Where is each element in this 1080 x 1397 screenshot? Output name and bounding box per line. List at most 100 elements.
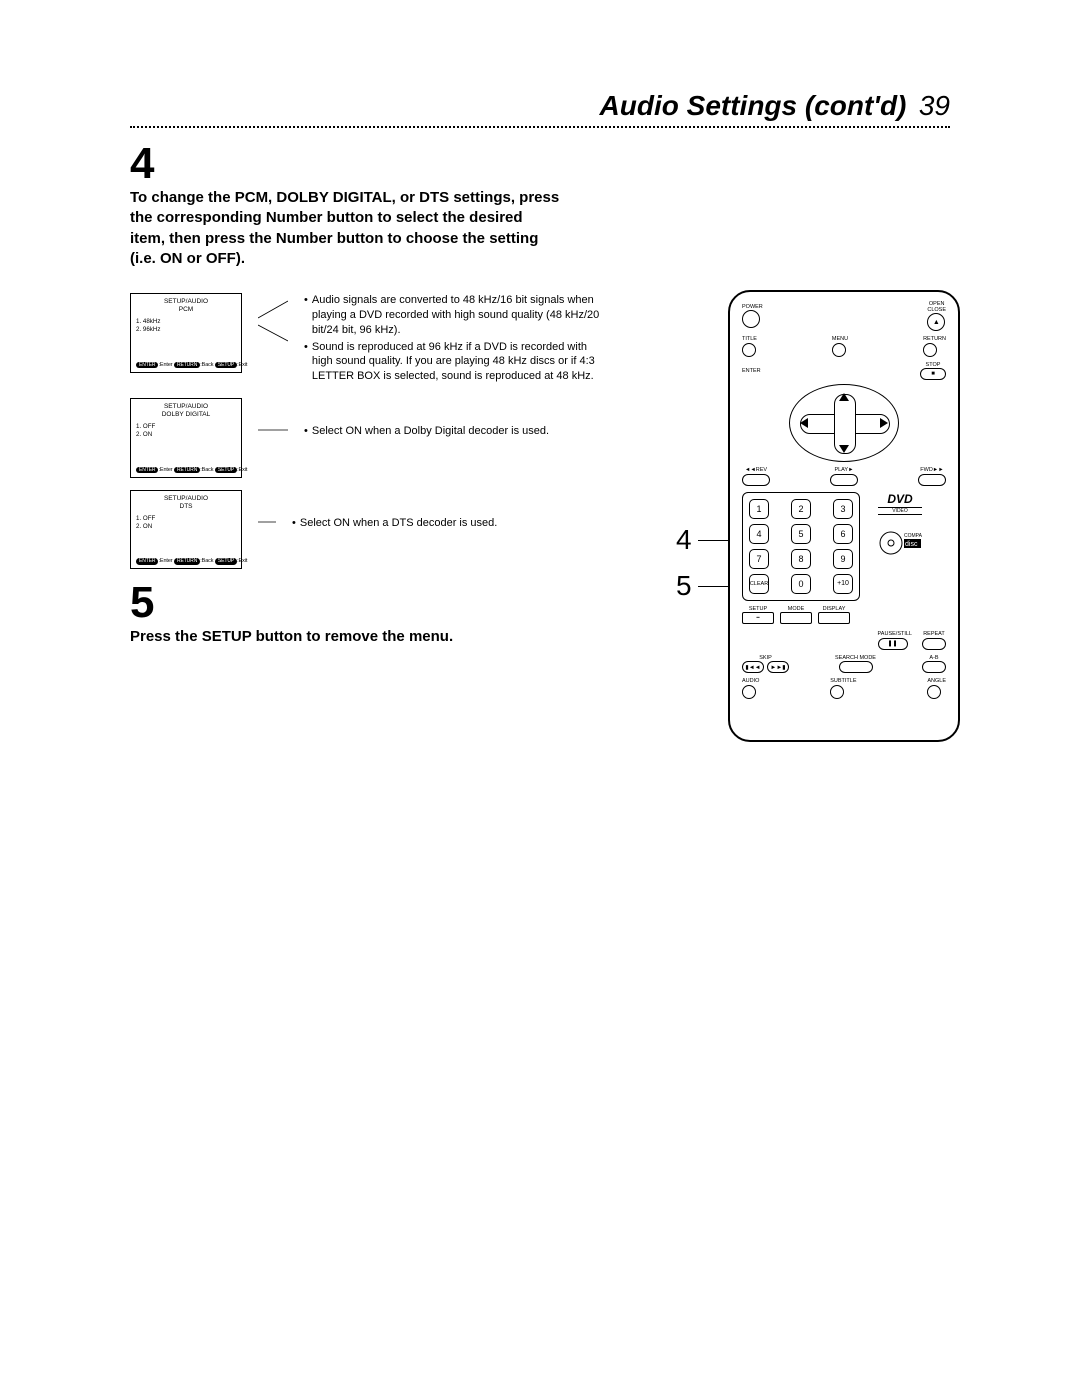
setup-button[interactable]: ━ bbox=[742, 612, 774, 624]
dts-menu-footer: ENTER:Enter RETURN:Back SETUP:Exit bbox=[136, 558, 236, 565]
skip-fwd-button[interactable]: ►►▮ bbox=[767, 661, 789, 673]
pcm-menu-title: SETUP/AUDIO bbox=[136, 298, 236, 306]
pcm-opt-1: 1. 48kHz bbox=[136, 318, 236, 326]
bullet-icon: • bbox=[292, 516, 296, 531]
dolby-opt-1: 1. OFF bbox=[136, 423, 236, 431]
disc-logos: DVD VIDEO COMPACT disc bbox=[870, 492, 930, 563]
remote-illustration: 4 5 POWER OPEN CLOSE ▲ TITLE MENU RETURN bbox=[728, 290, 960, 742]
audio-button[interactable] bbox=[742, 685, 756, 699]
stop-button[interactable]: ■ bbox=[920, 368, 946, 380]
dolby-menu-sub: DOLBY DIGITAL bbox=[136, 411, 236, 419]
skip-back-button[interactable]: ▮◄◄ bbox=[742, 661, 764, 673]
video-label: VIDEO bbox=[878, 507, 922, 515]
dolby-description: • Select ON when a Dolby Digital decoder … bbox=[304, 398, 549, 441]
num-3-button[interactable]: 3 bbox=[833, 499, 853, 519]
dvd-logo: DVD bbox=[870, 492, 930, 506]
dts-description: • Select ON when a DTS decoder is used. bbox=[292, 490, 497, 533]
clear-button[interactable]: CLEAR bbox=[749, 574, 769, 594]
angle-button[interactable] bbox=[927, 685, 941, 699]
title-button[interactable] bbox=[742, 343, 756, 357]
direction-pad[interactable] bbox=[789, 384, 899, 462]
subtitle-label: SUBTITLE bbox=[830, 679, 856, 685]
num-5-button[interactable]: 5 bbox=[791, 524, 811, 544]
repeat-label: REPEAT bbox=[922, 632, 946, 638]
return-label: RETURN bbox=[923, 337, 946, 343]
play-button[interactable] bbox=[830, 474, 858, 486]
compact-disc-logo-icon: COMPACT disc bbox=[878, 525, 922, 561]
pcm-bullet-2: Sound is reproduced at 96 kHz if a DVD i… bbox=[312, 340, 604, 385]
pcm-connector-lines bbox=[258, 293, 288, 363]
dts-menu-title: SETUP/AUDIO bbox=[136, 495, 236, 503]
header-divider bbox=[130, 126, 950, 128]
pcm-opt-2: 2. 96kHz bbox=[136, 326, 236, 334]
up-arrow-icon bbox=[839, 393, 849, 401]
search-label: SEARCH MODE bbox=[795, 656, 916, 662]
num-1-button[interactable]: 1 bbox=[749, 499, 769, 519]
num-4-button[interactable]: 4 bbox=[749, 524, 769, 544]
num-6-button[interactable]: 6 bbox=[833, 524, 853, 544]
display-label: DISPLAY bbox=[818, 607, 850, 613]
remote-callout-5: 5 bbox=[676, 570, 692, 602]
dolby-connector-line bbox=[258, 398, 288, 468]
pcm-bullet-1: Audio signals are converted to 48 kHz/16… bbox=[312, 293, 604, 338]
bullet-icon: • bbox=[304, 293, 308, 338]
power-label: POWER bbox=[742, 305, 763, 311]
dolby-bullet-1: Select ON when a Dolby Digital decoder i… bbox=[312, 424, 549, 439]
setup-mode-display-row: SETUP━ MODE DISPLAY bbox=[742, 607, 946, 625]
dts-menu-box: SETUP/AUDIO DTS 1. OFF 2. ON ENTER:Enter… bbox=[130, 490, 242, 570]
play-label: PLAY► bbox=[830, 468, 858, 474]
plus10-button[interactable]: +10 bbox=[833, 574, 853, 594]
pause-label: PAUSE/STILL bbox=[878, 632, 912, 638]
svg-text:COMPACT: COMPACT bbox=[904, 533, 922, 539]
right-arrow-icon bbox=[880, 418, 888, 428]
fwd-label: FWD►► bbox=[918, 468, 946, 474]
remote-body: POWER OPEN CLOSE ▲ TITLE MENU RETURN ENT… bbox=[728, 290, 960, 742]
repeat-button[interactable] bbox=[922, 638, 946, 650]
down-arrow-icon bbox=[839, 445, 849, 453]
dts-connector-line bbox=[258, 490, 288, 560]
num-8-button[interactable]: 8 bbox=[791, 549, 811, 569]
pause-button[interactable]: ❚❚ bbox=[878, 638, 908, 650]
mode-button[interactable] bbox=[780, 612, 812, 624]
subtitle-button[interactable] bbox=[830, 685, 844, 699]
pcm-description: •Audio signals are converted to 48 kHz/1… bbox=[304, 293, 604, 386]
step-4-number: 4 bbox=[130, 142, 950, 186]
search-button[interactable] bbox=[839, 661, 873, 673]
dts-opt-1: 1. OFF bbox=[136, 515, 236, 523]
page-number: 39 bbox=[919, 90, 950, 121]
menu-button[interactable] bbox=[832, 343, 846, 357]
num-2-button[interactable]: 2 bbox=[791, 499, 811, 519]
ab-button[interactable] bbox=[922, 661, 946, 673]
num-0-button[interactable]: 0 bbox=[791, 574, 811, 594]
dts-menu-sub: DTS bbox=[136, 503, 236, 511]
fwd-button[interactable] bbox=[918, 474, 946, 486]
step-5-instruction: Press the SETUP button to remove the men… bbox=[130, 627, 560, 647]
pcm-menu-sub: PCM bbox=[136, 306, 236, 314]
page-header: Audio Settings (cont'd) 39 bbox=[130, 90, 950, 122]
svg-text:disc: disc bbox=[905, 541, 918, 548]
number-pad: 1 2 3 4 5 6 7 8 9 CLEAR bbox=[742, 492, 860, 601]
manual-page: Audio Settings (cont'd) 39 4 To change t… bbox=[130, 90, 950, 672]
num-7-button[interactable]: 7 bbox=[749, 549, 769, 569]
menu-label: MENU bbox=[832, 337, 848, 343]
dolby-menu-footer: ENTER:Enter RETURN:Back SETUP:Exit bbox=[136, 467, 236, 474]
num-9-button[interactable]: 9 bbox=[833, 549, 853, 569]
audio-label: AUDIO bbox=[742, 679, 759, 685]
display-button[interactable] bbox=[818, 612, 850, 624]
return-button[interactable] bbox=[923, 343, 937, 357]
dolby-opt-2: 2. ON bbox=[136, 431, 236, 439]
dts-opt-2: 2. ON bbox=[136, 523, 236, 531]
dolby-menu-box: SETUP/AUDIO DOLBY DIGITAL 1. OFF 2. ON E… bbox=[130, 398, 242, 478]
page-title: Audio Settings (cont'd) bbox=[600, 90, 907, 121]
pcm-menu-box: SETUP/AUDIO PCM 1. 48kHz 2. 96kHz ENTER:… bbox=[130, 293, 242, 373]
bullet-icon: • bbox=[304, 424, 308, 439]
pcm-menu-footer: ENTER:Enter RETURN:Back SETUP:Exit bbox=[136, 362, 236, 369]
power-button[interactable] bbox=[742, 310, 760, 328]
left-arrow-icon bbox=[800, 418, 808, 428]
rev-label: ◄◄REV bbox=[742, 468, 770, 474]
enter-label: ENTER bbox=[742, 369, 761, 375]
dts-bullet-1: Select ON when a DTS decoder is used. bbox=[300, 516, 497, 531]
open-close-button[interactable]: ▲ bbox=[927, 313, 945, 331]
dolby-menu-title: SETUP/AUDIO bbox=[136, 403, 236, 411]
rev-button[interactable] bbox=[742, 474, 770, 486]
